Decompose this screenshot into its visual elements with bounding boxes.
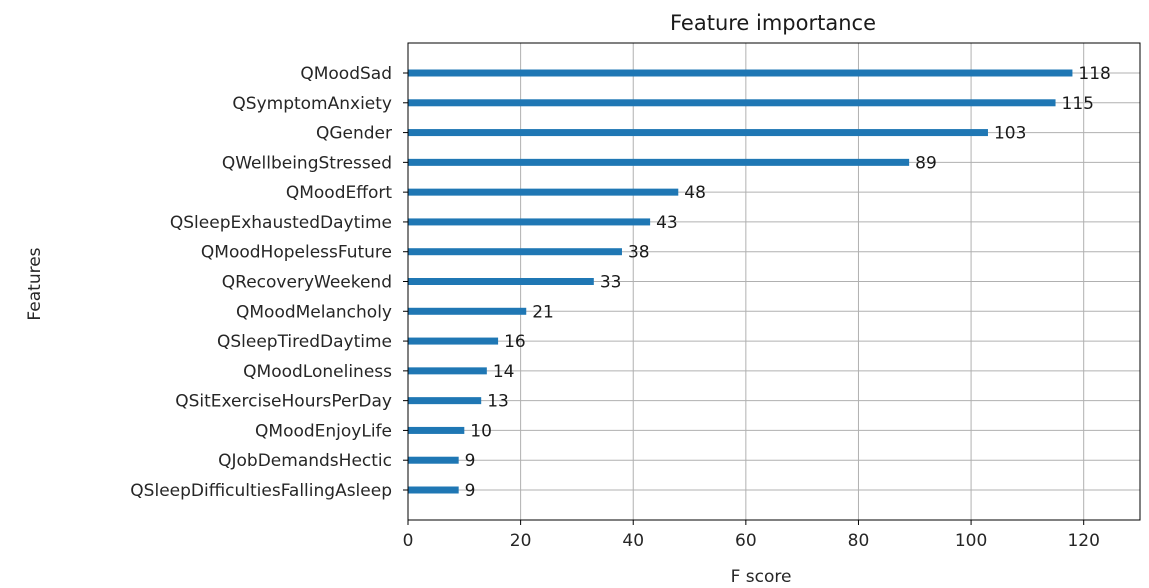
y-tick-label: QMoodMelancholy [236, 302, 392, 322]
chart-title: Feature importance [670, 11, 876, 35]
bar [408, 278, 594, 285]
y-tick-label: QJobDemandsHectic [218, 451, 392, 471]
x-axis-title: F score [731, 567, 792, 587]
bar-value-label: 115 [1062, 94, 1094, 114]
bar [408, 456, 459, 464]
y-tick-label: QMoodEffort [286, 183, 392, 203]
bar [408, 158, 910, 166]
bar-value-label: 9 [465, 481, 476, 501]
x-tick-label: 80 [848, 531, 870, 551]
bar-value-label: 43 [656, 213, 678, 233]
bar-value-label: 21 [532, 302, 554, 322]
bar [408, 486, 459, 494]
bar-value-labels: 118 115 103 89 48 43 38 33 21 16 14 13 10 9 9 [465, 64, 1111, 501]
bar-value-label: 10 [470, 421, 492, 441]
bar [408, 248, 622, 256]
bar [408, 129, 988, 137]
x-tick-label: 60 [735, 531, 757, 551]
plot-frame [407, 42, 1141, 521]
bar-value-label: 118 [1078, 64, 1110, 84]
bar [408, 218, 651, 226]
bar [408, 426, 465, 434]
bar-value-label: 16 [504, 332, 526, 352]
y-tick-label: QSleepDifficultiesFallingAsleep [130, 481, 392, 501]
bar [408, 99, 1056, 107]
y-tick-label: QSleepExhaustedDaytime [170, 213, 392, 233]
bar [408, 397, 482, 405]
x-tick-label: 100 [955, 531, 987, 551]
bar-value-label: 48 [684, 183, 706, 203]
y-tick-label: QRecoveryWeekend [222, 273, 392, 293]
y-tick-label: QSymptomAnxiety [232, 94, 392, 114]
y-axis-tick-labels: QMoodSad QSymptomAnxiety QGender QWellbeing… [130, 64, 408, 501]
bar-value-label: 33 [600, 273, 622, 293]
y-tick-label: QMoodSad [300, 64, 392, 84]
bar-value-label: 14 [493, 362, 515, 382]
y-axis-title: Features [25, 247, 45, 320]
y-tick-label: QMoodEnjoyLife [255, 421, 392, 441]
x-tick-label: 40 [622, 531, 644, 551]
x-tick-label: 120 [1067, 531, 1099, 551]
bar [408, 337, 499, 345]
bars [408, 69, 1073, 494]
y-tick-label: QGender [316, 124, 392, 144]
x-axis-tick-labels: 0 20 40 60 80 100 120 [403, 520, 1100, 551]
bar-value-label: 89 [915, 153, 937, 173]
y-tick-label: QWellbeingStressed [222, 153, 392, 173]
y-tick-label: QMoodHopelessFuture [201, 243, 392, 263]
bar-value-label: 38 [628, 243, 650, 263]
bar-value-label: 13 [487, 392, 509, 412]
bar-value-label: 9 [465, 451, 476, 471]
bar [408, 69, 1073, 77]
bar [408, 307, 527, 315]
bar [408, 188, 679, 196]
bar-value-label: 103 [994, 124, 1026, 144]
x-tick-label: 20 [510, 531, 532, 551]
y-tick-label: QSleepTiredDaytime [217, 332, 392, 352]
y-tick-label: QMoodLoneliness [243, 362, 392, 382]
x-tick-label: 0 [403, 531, 414, 551]
y-tick-label: QSitExerciseHoursPerDay [175, 392, 392, 412]
bar [408, 367, 487, 375]
